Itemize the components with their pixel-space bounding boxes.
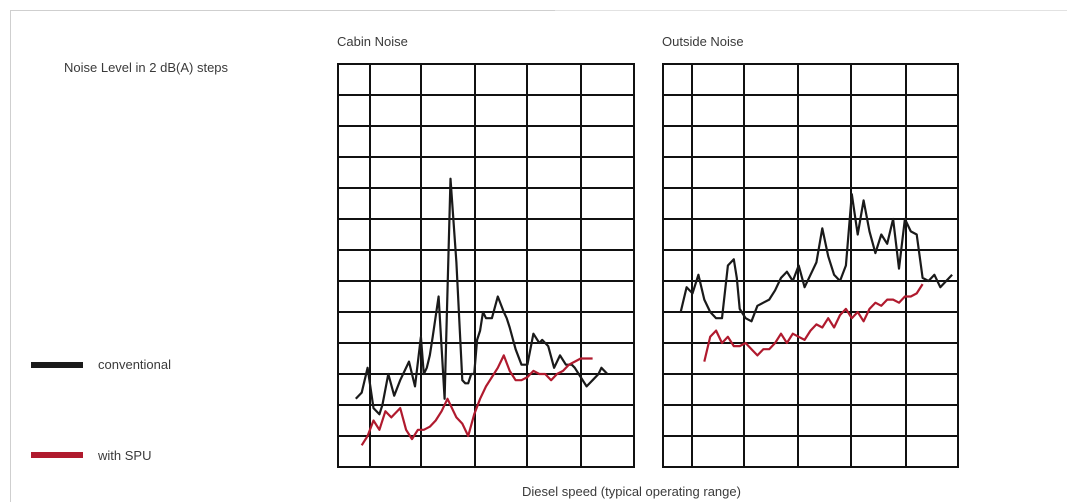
chart-title-cabin: Cabin Noise (337, 34, 408, 49)
chart-title-outside: Outside Noise (662, 34, 744, 49)
outside-noise-plot (662, 63, 959, 468)
series-line-conventional (679, 193, 953, 323)
cabin-noise-plot (337, 63, 635, 468)
x-axis-label: Diesel speed (typical operating range) (522, 484, 741, 499)
legend-label-with-spu: with SPU (98, 448, 152, 463)
y-axis-label: Noise Level in 2 dB(A) steps (64, 60, 229, 75)
frame-line-top-right (555, 10, 1067, 11)
series-line-conventional (355, 177, 609, 416)
legend-label-conventional: conventional (98, 357, 171, 372)
legend-swatch-with-spu (31, 452, 83, 458)
series-line-with-spu (360, 354, 593, 446)
frame-line-left (10, 10, 11, 502)
series-line-with-spu (703, 283, 924, 362)
plot-border (662, 63, 959, 468)
plot-border (337, 63, 635, 468)
frame-line-top (10, 10, 555, 11)
legend-swatch-conventional (31, 362, 83, 368)
